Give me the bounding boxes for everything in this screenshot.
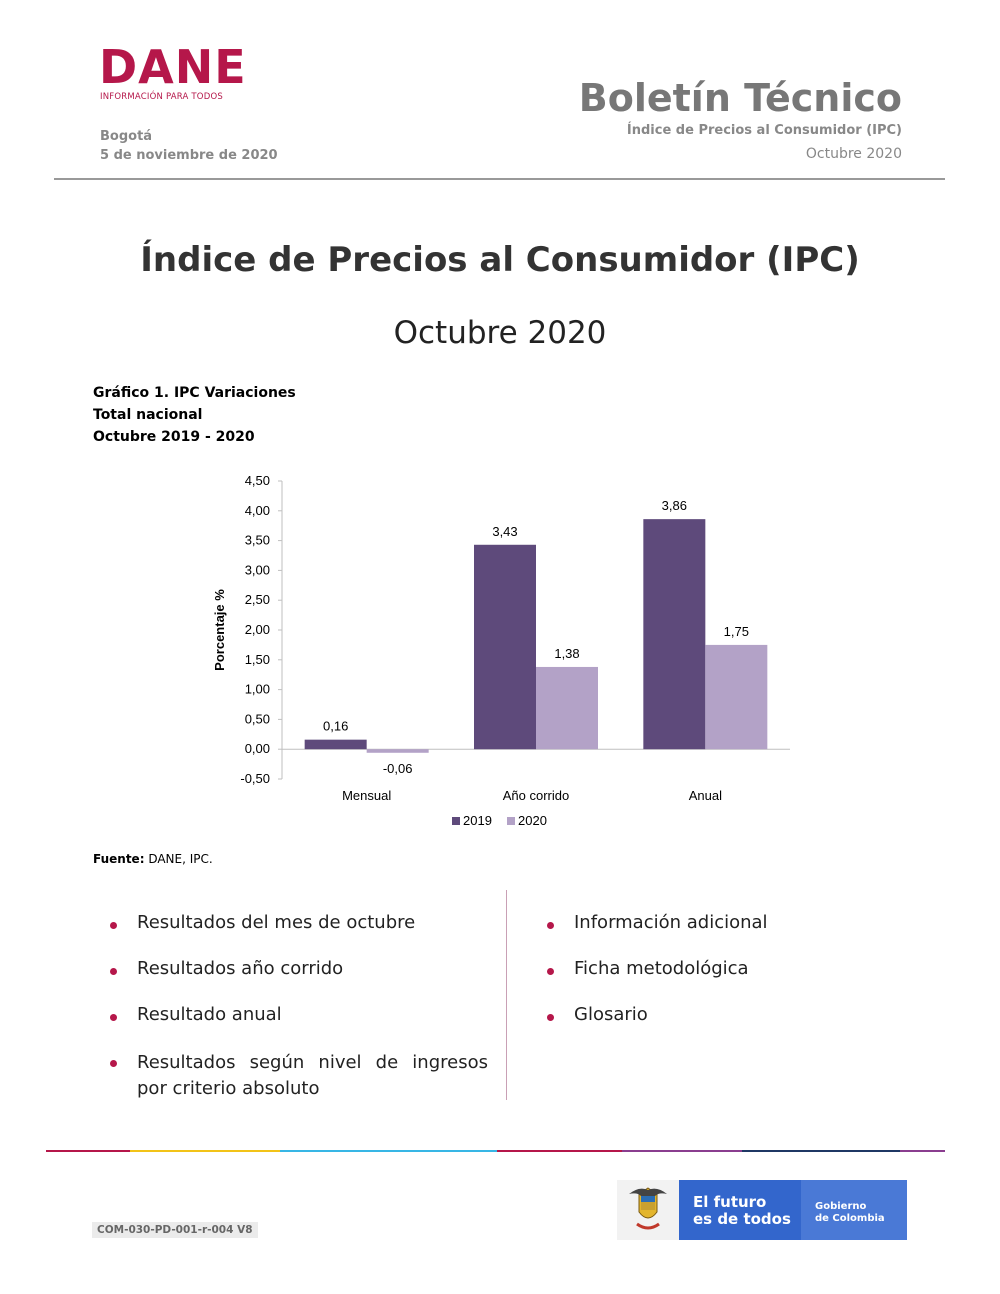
document-code: COM-030-PD-001-r-004 V8 <box>92 1222 258 1238</box>
chart-caption-line1: Gráfico 1. IPC Variaciones <box>93 385 296 401</box>
toc-divider <box>506 890 507 1100</box>
bullet-icon <box>110 922 117 929</box>
x-category-label: Mensual <box>342 788 391 803</box>
toc-item-ano-corrido[interactable]: Resultados año corrido <box>93 958 488 1004</box>
y-tick-label: 3,50 <box>245 533 270 548</box>
page-title: Índice de Precios al Consumidor (IPC) <box>140 240 860 280</box>
data-label: 0,16 <box>323 719 348 734</box>
slogan-line2: es de todos <box>693 1210 791 1228</box>
toc-item-label: Glosario <box>574 1004 648 1025</box>
legend-label-2019: 2019 <box>463 813 492 828</box>
footer-line-magenta-2 <box>497 1150 622 1152</box>
bar-2020-0 <box>366 749 429 753</box>
chart-legend: 2019 2020 <box>452 813 547 828</box>
source-note: Fuente: DANE, IPC. <box>93 852 213 866</box>
coat-of-arms-icon <box>617 1180 679 1240</box>
bar-2019-2 <box>643 519 706 750</box>
page-subtitle: Octubre 2020 <box>393 315 607 351</box>
bullet-icon <box>547 922 554 929</box>
y-axis-title: Porcentaje % <box>212 589 227 671</box>
toc-item-label: Resultado anual <box>137 1004 282 1025</box>
bullet-icon <box>547 968 554 975</box>
toc-item-anual[interactable]: Resultado anual <box>93 1004 488 1050</box>
gov-name-line2: de Colombia <box>815 1213 885 1224</box>
data-label: -0,06 <box>383 761 413 776</box>
source-text: DANE, IPC. <box>144 852 213 866</box>
y-tick-label: -0,50 <box>240 771 270 786</box>
data-label: 1,75 <box>724 624 749 639</box>
city-label: Bogotá <box>100 129 153 144</box>
x-category-label: Año corrido <box>503 788 569 803</box>
toc-item-ingresos[interactable]: Resultados según nivel de ingresos por c… <box>93 1050 488 1102</box>
y-tick-label: 1,50 <box>245 652 270 667</box>
bar-2019-1 <box>474 544 536 750</box>
source-label: Fuente: <box>93 852 145 866</box>
dane-logo-tagline: INFORMACIÓN PARA TODOS <box>100 92 223 102</box>
slogan-line1: El futuro <box>693 1193 767 1211</box>
bar-2019-0 <box>304 739 367 750</box>
footer-line-purple-2 <box>900 1150 945 1152</box>
toc-item-informacion[interactable]: Información adicional <box>530 912 860 958</box>
bar-2020-1 <box>536 666 598 750</box>
chart-caption-line2: Total nacional <box>93 407 203 423</box>
bulletin-subtitle: Índice de Precios al Consumidor (IPC) <box>626 123 902 138</box>
toc-item-glosario[interactable]: Glosario <box>530 1004 860 1050</box>
dane-logo: DANE <box>99 40 247 94</box>
chart-caption-line3: Octubre 2019 - 2020 <box>93 429 255 445</box>
legend-label-2020: 2020 <box>518 813 547 828</box>
toc-item-label: Resultados año corrido <box>137 958 344 979</box>
toc-item-label: Ficha metodológica <box>574 958 749 979</box>
date-label: 5 de noviembre de 2020 <box>100 148 278 163</box>
footer-line-cyan <box>280 1150 497 1152</box>
ipc-bar-chart: 4,50 4,00 3,50 3,00 2,50 2,00 1,50 1,00 0,50 0,00… <box>212 473 790 828</box>
bullet-icon <box>110 968 117 975</box>
bulletin-month: Octubre 2020 <box>805 146 902 162</box>
bullet-icon <box>547 1014 554 1021</box>
footer-line-yellow <box>130 1150 280 1152</box>
chart-axes: 4,50 4,00 3,50 3,00 2,50 2,00 1,50 1,00 0,50 0,00… <box>212 473 790 803</box>
chart-bars <box>304 519 768 753</box>
y-tick-label: 2,50 <box>245 592 270 607</box>
y-tick-label: 1,00 <box>245 682 270 697</box>
data-label: 3,43 <box>492 524 517 539</box>
toc-item-label: Información adicional <box>574 912 768 933</box>
toc-right-list: Información adicional Ficha metodológica… <box>530 912 860 1050</box>
toc-item-mes[interactable]: Resultados del mes de octubre <box>93 912 488 958</box>
legend-swatch-2019 <box>452 817 460 825</box>
footer-line-magenta <box>46 1150 130 1152</box>
footer-line-purple <box>622 1150 742 1152</box>
y-tick-label: 0,50 <box>245 711 270 726</box>
gov-name-panel: Gobierno de Colombia <box>801 1180 907 1240</box>
y-tick-label: 3,00 <box>245 562 270 577</box>
data-label: 3,86 <box>662 498 687 513</box>
chart-data-labels: 0,16 -0,06 3,43 1,38 3,86 1,75 <box>323 498 749 776</box>
toc-item-label: Resultados según nivel de ingresos por c… <box>137 1052 488 1099</box>
y-tick-label: 2,00 <box>245 622 270 637</box>
gobierno-colombia-logo: El futuro es de todos Gobierno de Colomb… <box>617 1180 907 1240</box>
y-tick-label: 4,50 <box>245 473 270 488</box>
footer-line-navy <box>742 1150 900 1152</box>
toc-left-list: Resultados del mes de octubre Resultados… <box>93 912 488 1102</box>
toc-item-label: Resultados del mes de octubre <box>137 912 416 933</box>
slogan-panel: El futuro es de todos <box>679 1180 801 1240</box>
bulletin-title: Boletín Técnico <box>578 76 902 120</box>
y-tick-label: 0,00 <box>245 741 270 756</box>
y-tick-label: 4,00 <box>245 503 270 518</box>
toc-item-ficha[interactable]: Ficha metodológica <box>530 958 860 1004</box>
data-label: 1,38 <box>554 646 579 661</box>
bullet-icon <box>110 1060 117 1067</box>
x-category-label: Anual <box>689 788 722 803</box>
bullet-icon <box>110 1014 117 1021</box>
header-divider <box>54 178 945 180</box>
legend-swatch-2020 <box>507 817 515 825</box>
bar-2020-2 <box>705 644 768 750</box>
gov-name-line1: Gobierno <box>815 1201 867 1212</box>
